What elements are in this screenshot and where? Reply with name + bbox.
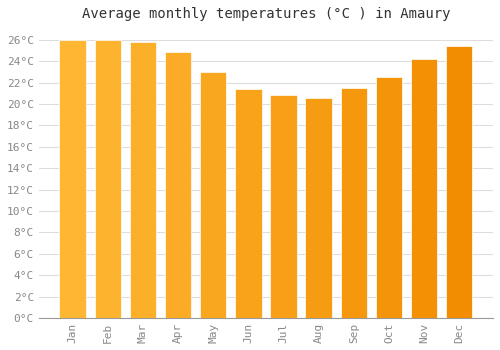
Bar xyxy=(130,42,156,318)
Bar xyxy=(94,40,121,318)
Bar xyxy=(235,89,262,318)
Bar xyxy=(411,59,438,318)
Bar xyxy=(376,77,402,318)
Bar xyxy=(270,96,296,318)
Bar xyxy=(60,40,86,318)
Bar xyxy=(165,51,191,318)
Bar xyxy=(340,88,367,318)
Title: Average monthly temperatures (°C ) in Amaury: Average monthly temperatures (°C ) in Am… xyxy=(82,7,450,21)
Bar xyxy=(306,98,332,318)
Bar xyxy=(446,46,472,318)
Bar xyxy=(200,72,226,318)
